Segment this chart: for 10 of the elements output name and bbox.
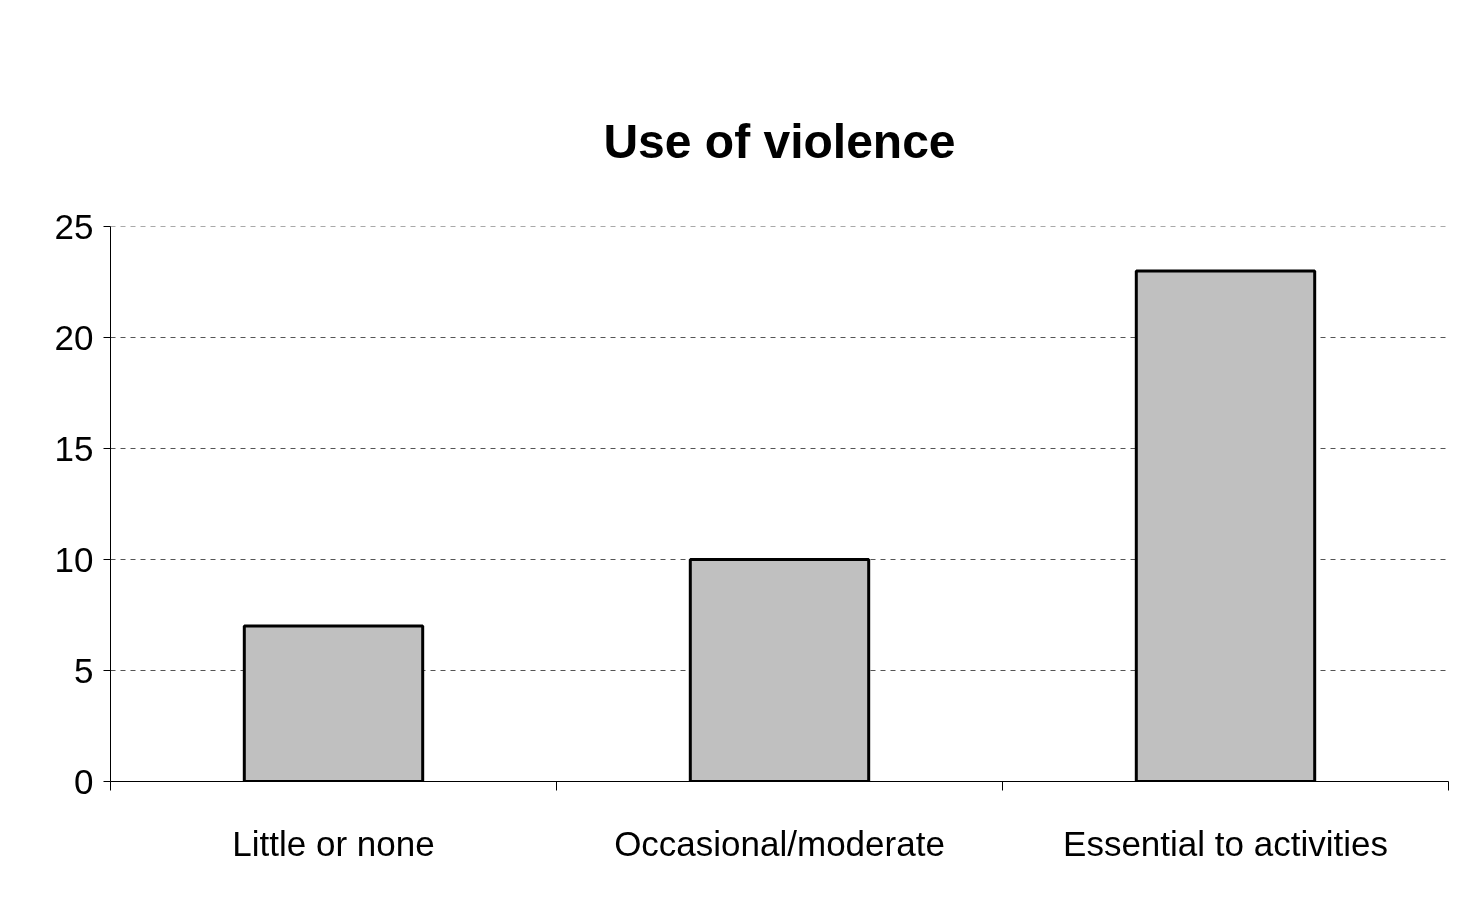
y-tick-label: 0	[74, 761, 94, 801]
y-tick-label: 5	[74, 650, 94, 690]
x-tick-label: Essential to activities	[1063, 823, 1388, 863]
y-tick-label: 15	[54, 428, 94, 468]
x-tick-label: Occasional/moderate	[614, 823, 945, 863]
chart-title: Use of violence	[603, 114, 956, 168]
y-tick-label: 25	[54, 206, 94, 246]
y-tick-label: 10	[54, 539, 94, 579]
y-tick-label: 20	[54, 317, 94, 357]
x-tick-label: Little or none	[232, 823, 435, 863]
